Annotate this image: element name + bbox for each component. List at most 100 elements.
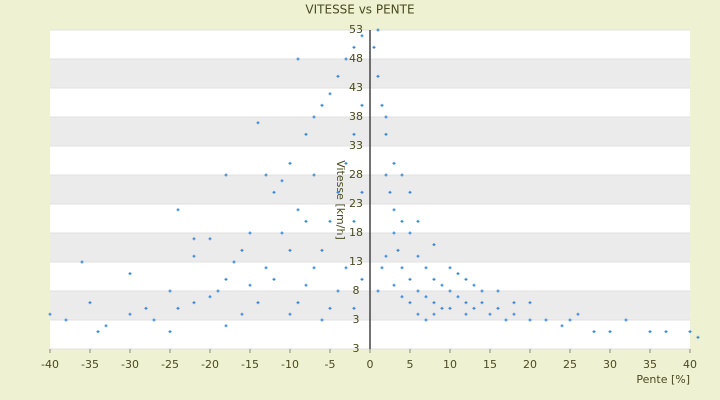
point — [496, 289, 500, 293]
x-tick-label: 0 — [367, 358, 374, 371]
point — [216, 289, 220, 293]
point — [192, 301, 196, 305]
point — [280, 179, 284, 183]
point — [528, 301, 532, 305]
point — [344, 266, 348, 270]
point — [432, 243, 436, 247]
point — [416, 254, 420, 258]
point — [464, 312, 468, 316]
point — [372, 45, 376, 49]
point — [312, 115, 316, 119]
point — [544, 318, 548, 322]
point — [360, 34, 364, 38]
point — [208, 295, 212, 299]
point — [48, 312, 52, 316]
point — [688, 330, 692, 334]
point — [408, 190, 412, 194]
point — [336, 289, 340, 293]
point — [264, 266, 268, 270]
point — [440, 283, 444, 287]
point — [248, 231, 252, 235]
point — [472, 283, 476, 287]
point — [256, 301, 260, 305]
y-tick-label: 23 — [349, 197, 363, 210]
x-tick-label: 30 — [603, 358, 617, 371]
point — [380, 266, 384, 270]
y-tick-label: 13 — [349, 255, 363, 268]
point — [296, 208, 300, 212]
point — [376, 74, 380, 78]
point — [384, 173, 388, 177]
point — [624, 318, 628, 322]
point — [488, 312, 492, 316]
x-tick-label: -40 — [41, 358, 59, 371]
point — [224, 324, 228, 328]
point — [400, 173, 404, 177]
y-tick-label: 33 — [349, 139, 363, 152]
point — [312, 266, 316, 270]
y-tick-label: 8 — [353, 284, 360, 297]
point — [96, 330, 100, 334]
point — [280, 231, 284, 235]
point — [352, 45, 356, 49]
point — [352, 132, 356, 136]
point — [504, 318, 508, 322]
point — [448, 306, 452, 310]
x-tick-label: -30 — [121, 358, 139, 371]
point — [288, 248, 292, 252]
point — [608, 330, 612, 334]
point — [408, 277, 412, 281]
point — [224, 173, 228, 177]
y-tick-label: 3 — [353, 342, 360, 355]
x-tick-label: -15 — [241, 358, 259, 371]
point — [240, 248, 244, 252]
point — [464, 301, 468, 305]
point — [304, 132, 308, 136]
point — [88, 301, 92, 305]
point — [328, 92, 332, 96]
point — [128, 272, 132, 276]
point — [360, 103, 364, 107]
point — [320, 318, 324, 322]
point — [176, 208, 180, 212]
point — [464, 277, 468, 281]
point — [408, 301, 412, 305]
point — [208, 237, 212, 241]
y-tick-label: 18 — [349, 226, 363, 239]
point — [424, 318, 428, 322]
point — [176, 306, 180, 310]
point — [448, 289, 452, 293]
point — [328, 306, 332, 310]
point — [560, 324, 564, 328]
point — [296, 57, 300, 61]
point — [376, 28, 380, 32]
x-tick-label: -10 — [281, 358, 299, 371]
point — [248, 283, 252, 287]
point — [64, 318, 68, 322]
point — [568, 318, 572, 322]
point — [440, 306, 444, 310]
point — [240, 312, 244, 316]
point — [392, 231, 396, 235]
point — [144, 306, 148, 310]
point — [456, 272, 460, 276]
y-tick-label: 28 — [349, 168, 363, 181]
x-tick-label: 25 — [563, 358, 577, 371]
point — [424, 295, 428, 299]
chart-title: VITESSE vs PENTE — [305, 3, 414, 17]
point — [696, 335, 700, 339]
point — [432, 312, 436, 316]
point — [272, 190, 276, 194]
point — [328, 219, 332, 223]
point — [448, 266, 452, 270]
y-tick-label: 48 — [349, 52, 363, 65]
point — [168, 289, 172, 293]
point — [664, 330, 668, 334]
point — [392, 208, 396, 212]
x-tick-label: 15 — [483, 358, 497, 371]
y-tick-label: 43 — [349, 81, 363, 94]
point — [416, 219, 420, 223]
x-tick-label: 35 — [643, 358, 657, 371]
point — [320, 103, 324, 107]
